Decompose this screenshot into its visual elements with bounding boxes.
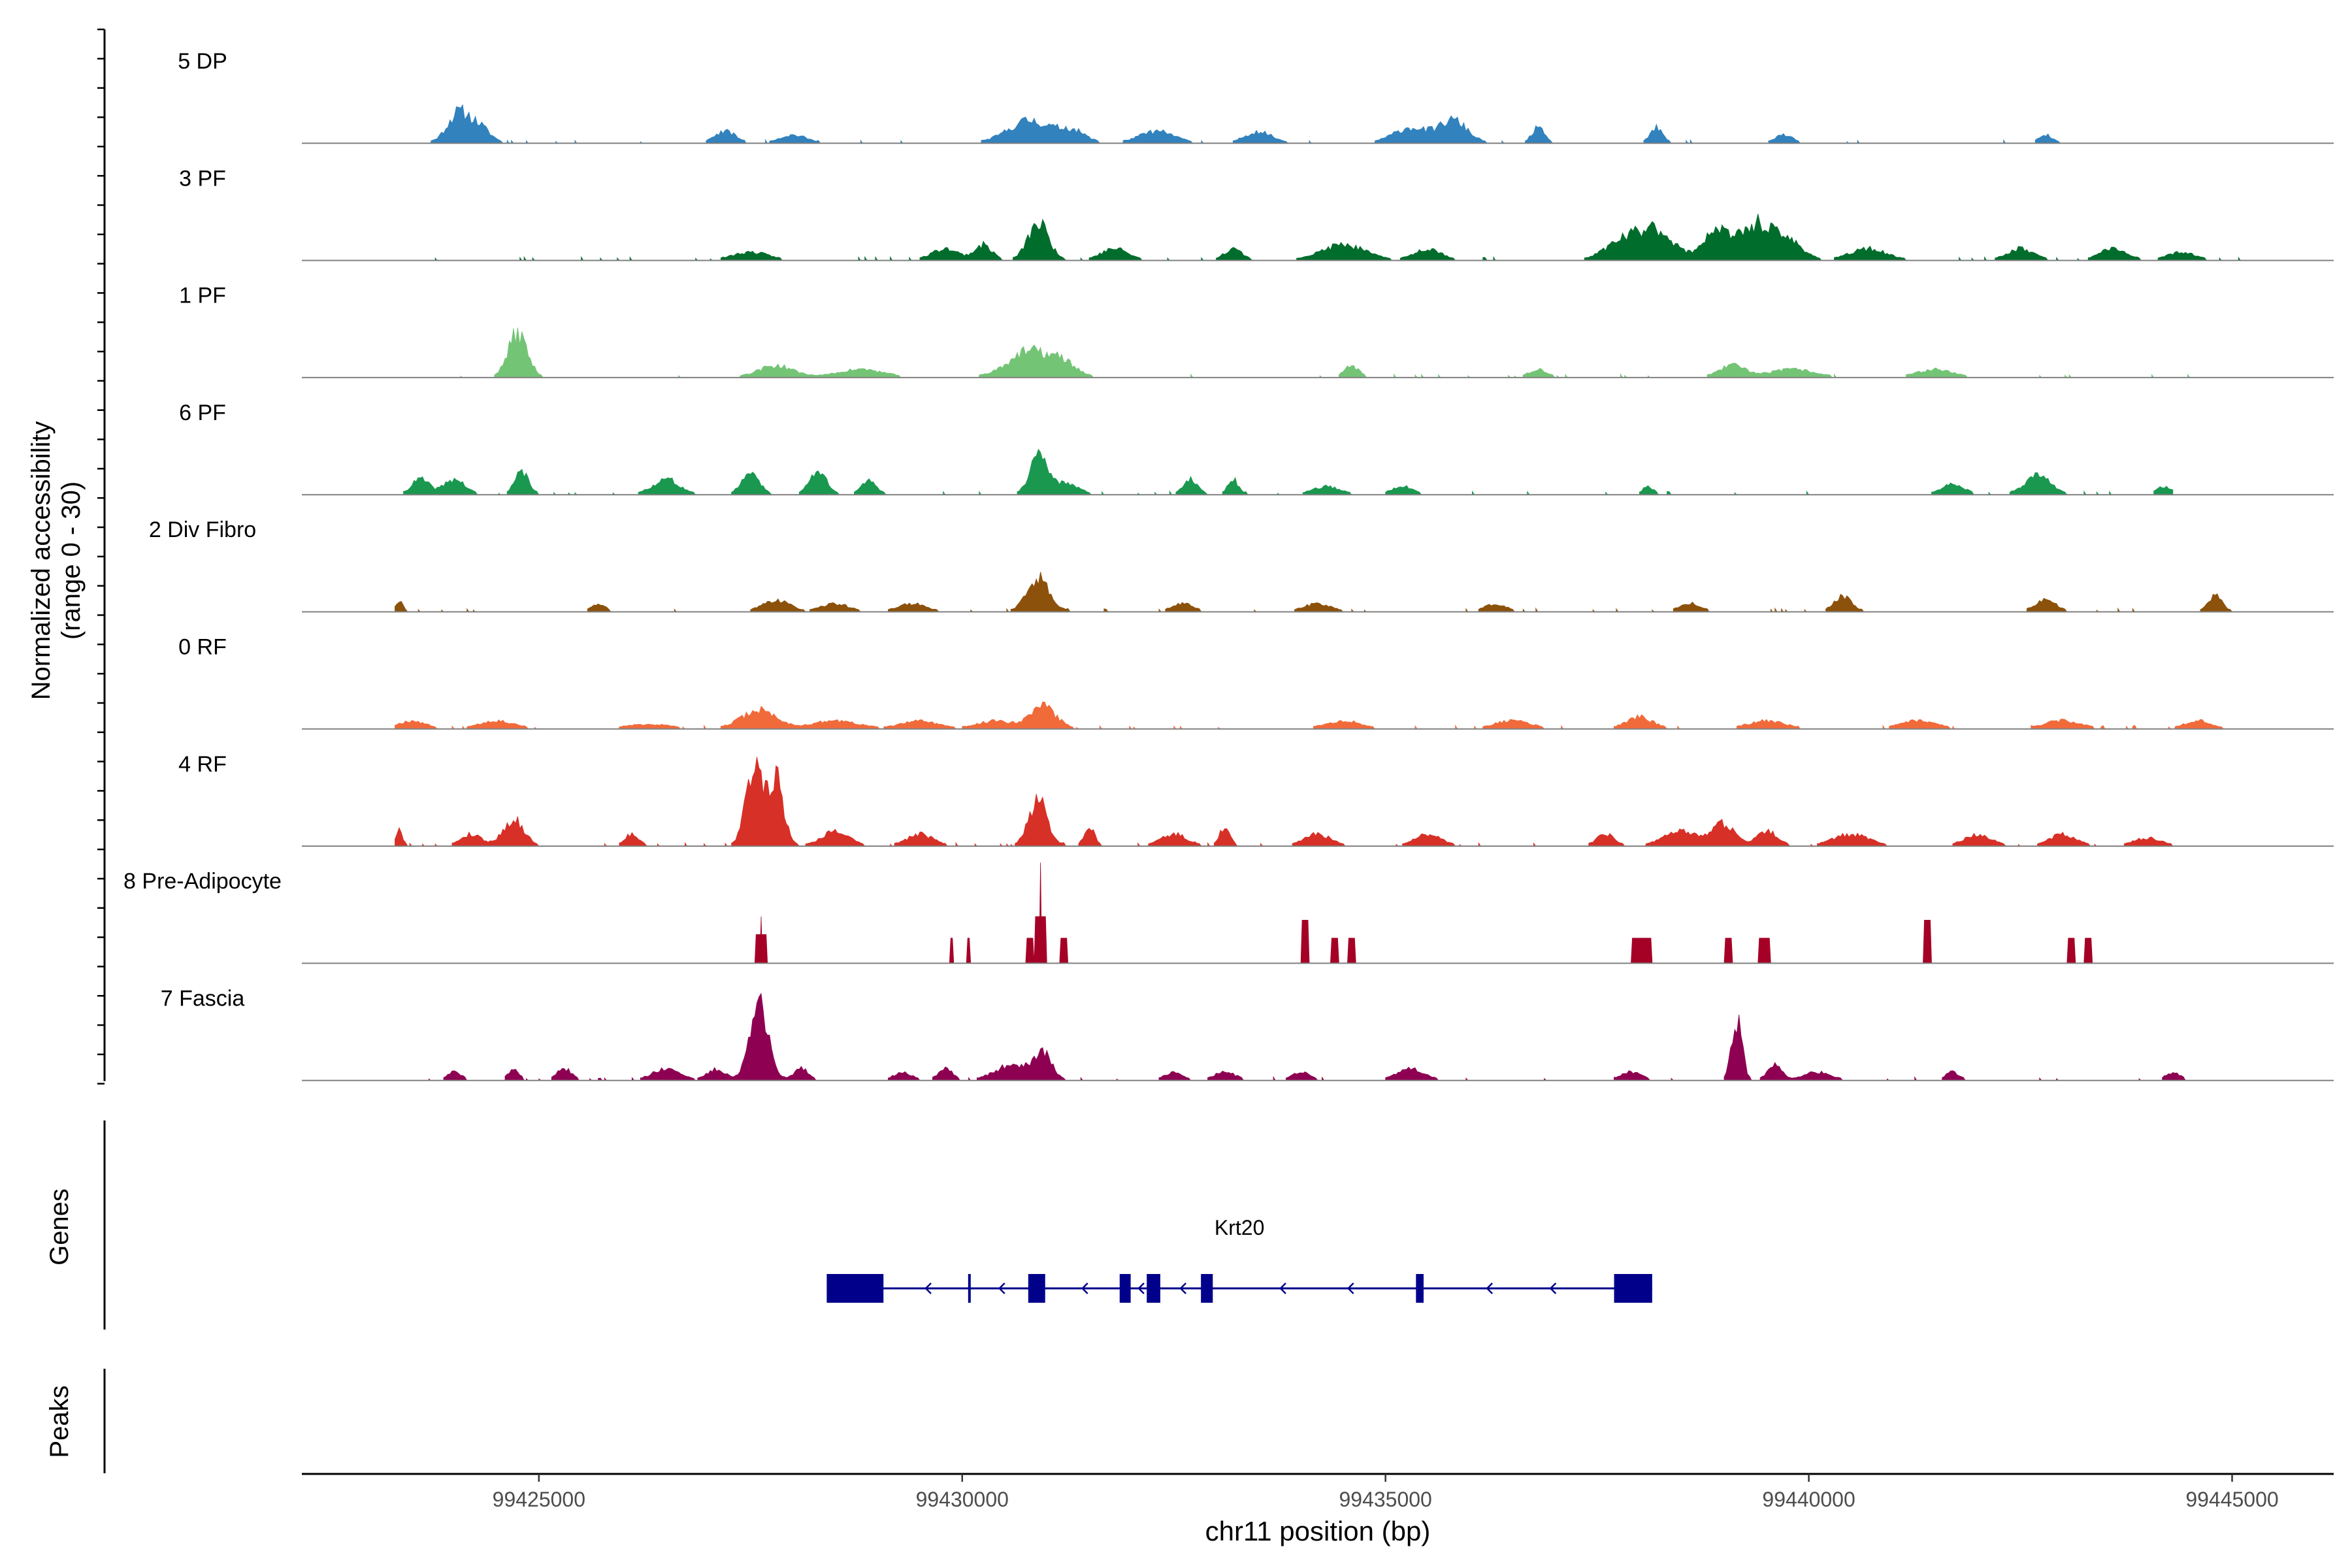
coverage-area (431, 104, 2062, 144)
panel-y-axes (97, 28, 106, 1473)
track-label: 2 Div Fibro (149, 517, 256, 542)
x-axis-label: chr11 position (bp) (1205, 1516, 1431, 1546)
gene-name-label: Krt20 (1215, 1216, 1264, 1239)
track-6-pf: 6 PF (179, 400, 2334, 496)
gene-exon (1614, 1274, 1652, 1303)
gene-exon (1028, 1274, 1045, 1303)
strand-arrow-icon (1137, 1282, 1145, 1294)
track-label: 7 Fascia (161, 986, 245, 1011)
track-label: 6 PF (179, 400, 226, 425)
coverage-area (395, 757, 2174, 847)
x-tick-label: 99440000 (1762, 1488, 1855, 1511)
track-label: 3 PF (179, 166, 226, 191)
coverage-area (460, 327, 2191, 378)
genes-panel-label: Genes (45, 1188, 74, 1266)
coverage-area (429, 992, 2186, 1081)
track-5-dp: 5 DP (178, 49, 2334, 144)
coverage-area (403, 448, 2174, 495)
strand-arrow-icon (1081, 1282, 1088, 1294)
peaks-panel-label: Peaks (45, 1385, 74, 1458)
track-label: 5 DP (178, 49, 227, 74)
track-7-fascia: 7 Fascia (161, 986, 2334, 1081)
strand-arrow-icon (1549, 1282, 1557, 1294)
gene-krt20: Krt20 (826, 1216, 1652, 1303)
track-0-rf: 0 RF (178, 635, 2334, 730)
track-2-div-fibro: 2 Div Fibro (149, 517, 2334, 613)
track-3-pf: 3 PF (179, 166, 2334, 261)
gene-exon (1147, 1274, 1160, 1303)
gene-exon (1416, 1274, 1424, 1303)
strand-arrow-icon (1279, 1282, 1286, 1294)
coverage-area (434, 214, 2242, 261)
x-axis: 99425000 99430000 99435000 99440000 99445000 (302, 1473, 2334, 1511)
x-tick-label: 99425000 (493, 1488, 585, 1511)
gene-exon (1119, 1274, 1131, 1303)
track-label: 0 RF (178, 635, 227, 660)
track-label: 8 Pre-Adipocyte (123, 869, 282, 894)
y-axis-label: Normalized accessibility (27, 421, 56, 700)
strand-arrow-icon (998, 1282, 1005, 1294)
coverage-area (395, 701, 2225, 730)
coverage-tracks: 5 DP 3 PF 1 PF 6 PF 2 Div Fibro 0 RF 4 RF 8 Pre… (123, 49, 2334, 1081)
x-tick-label: 99445000 (2185, 1488, 2278, 1511)
genes-panel: Krt20 (826, 1216, 1652, 1303)
strand-arrow-icon (1347, 1282, 1354, 1294)
x-tick-label: 99430000 (916, 1488, 1009, 1511)
gene-exon (826, 1274, 884, 1303)
track-4-rf: 4 RF (178, 752, 2334, 847)
y-axis-label-range: (range 0 - 30) (57, 482, 86, 640)
strand-arrow-icon (1179, 1282, 1186, 1294)
x-tick-label: 99435000 (1339, 1488, 1431, 1511)
track-8-pre-adipocyte: 8 Pre-Adipocyte (123, 862, 2334, 964)
track-label: 1 PF (179, 284, 226, 308)
gene-exon (968, 1274, 971, 1303)
gene-exon (1201, 1274, 1213, 1303)
strand-arrow-icon (924, 1282, 932, 1294)
coverage-area (395, 572, 2233, 612)
strand-arrow-icon (1486, 1282, 1494, 1294)
coverage-area (754, 862, 2093, 964)
track-label: 4 RF (178, 752, 227, 777)
track-1-pf: 1 PF (179, 284, 2334, 378)
